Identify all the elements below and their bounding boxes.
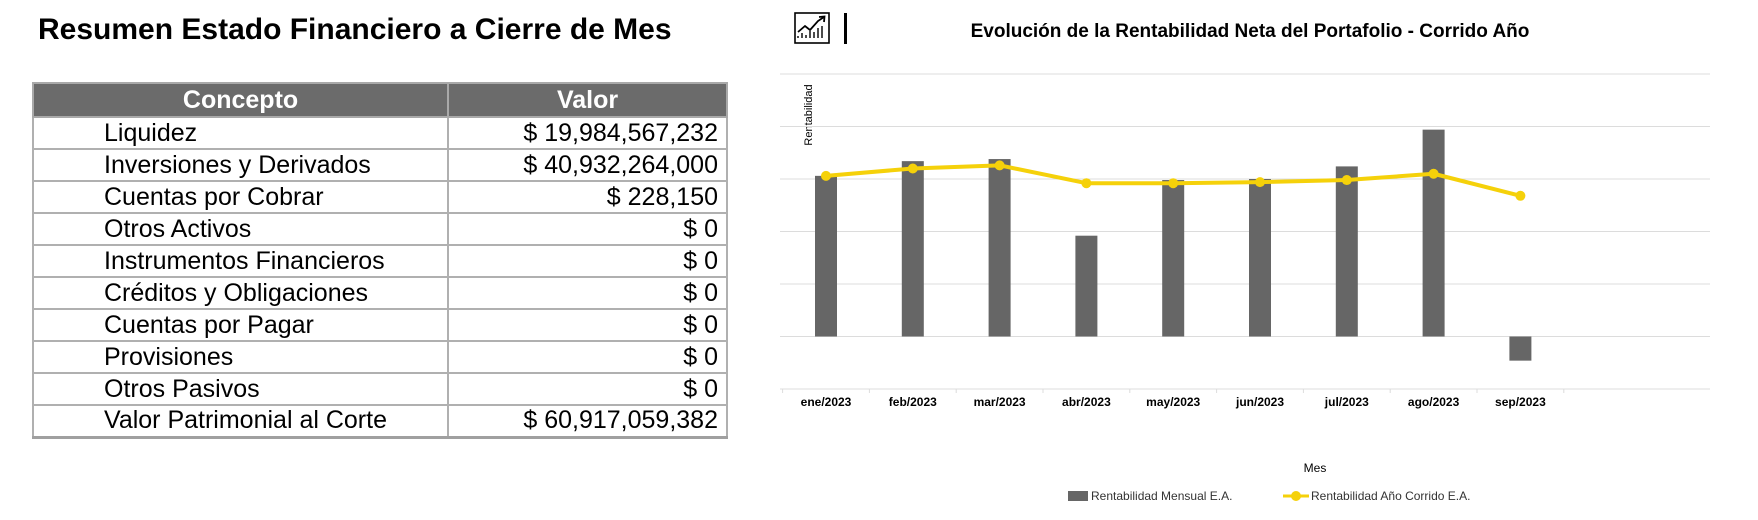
x-tick-label: jul/2023 [1324,395,1369,409]
row-value: $ 0 [447,372,728,406]
bar-ago/2023 [1422,129,1445,337]
table-row: Cuentas por Cobrar $ 228,150 [31,180,728,214]
line-point-feb/2023 [907,163,918,174]
x-tick-label: abr/2023 [1062,395,1111,409]
line-series [821,160,1526,201]
line-point-ene/2023 [821,170,831,181]
table-row: Inversiones y Derivados $ 40,932,264,000 [31,148,728,182]
column-header-concept: Concepto [31,82,450,118]
table-header-row: Concepto Valor [31,82,728,118]
line-point-mar/2023 [994,160,1005,171]
row-concept: Valor Patrimonial al Corte [31,404,450,439]
bar-jun/2023 [1249,179,1271,337]
column-header-value: Valor [447,82,728,118]
row-concept: Cuentas por Cobrar [31,180,450,214]
line-point-ago/2023 [1428,168,1439,179]
row-value: $ 228,150 [447,180,728,214]
row-concept: Otros Pasivos [31,372,450,406]
line-point-abr/2023 [1081,178,1092,189]
bar-abr/2023 [1075,235,1098,337]
row-concept: Otros Activos [31,212,450,246]
row-concept: Liquidez [31,116,450,150]
row-value: $ 0 [447,340,728,374]
x-tick-label: ene/2023 [801,395,852,409]
chart-legend: Rentabilidad Mensual E.A. Rentabilidad A… [1068,489,1470,503]
line-point-jul/2023 [1341,175,1352,186]
row-value: $ 0 [447,308,728,342]
bar-sep/2023 [1509,336,1532,361]
table-row: Créditos y Obligaciones $ 0 [31,276,728,310]
row-value: $ 60,917,059,382 [447,404,728,439]
table-row: Otros Pasivos $ 0 [31,372,728,406]
table-row-total: Valor Patrimonial al Corte $ 60,917,059,… [31,404,728,439]
table-row: Cuentas por Pagar $ 0 [31,308,728,342]
financial-summary-table: Concepto Valor Liquidez $ 19,984,567,232… [31,82,728,439]
row-concept: Cuentas por Pagar [31,308,450,342]
legend-label-bar: Rentabilidad Mensual E.A. [1091,489,1232,503]
y-axis-label: Rentabilidad [803,84,815,145]
bar-feb/2023 [901,161,924,337]
legend-swatch-bar [1068,491,1088,501]
row-value: $ 0 [447,276,728,310]
row-concept: Instrumentos Financieros [31,244,450,278]
line-point-may/2023 [1168,178,1179,189]
x-tick-label: ago/2023 [1408,395,1460,409]
row-value: $ 40,932,264,000 [447,148,728,182]
row-concept: Créditos y Obligaciones [31,276,450,310]
x-tick-label: jun/2023 [1235,395,1284,409]
row-concept: Inversiones y Derivados [31,148,450,182]
profitability-chart: Evolución de la Rentabilidad Neta del Po… [780,21,1710,503]
table-row: Provisiones $ 0 [31,340,728,374]
line-point-jun/2023 [1255,177,1265,188]
line-chart-icon [794,12,830,44]
chart-title: Evolución de la Rentabilidad Neta del Po… [971,21,1530,42]
bar-mar/2023 [988,159,1011,337]
bar-series [815,129,1532,361]
row-value: $ 0 [447,244,728,278]
legend-marker-line [1291,491,1301,501]
table-row: Otros Activos $ 0 [31,212,728,246]
chart-title-separator [844,13,847,44]
bar-jul/2023 [1335,166,1358,337]
line-point-sep/2023 [1515,190,1526,201]
x-tick-label: feb/2023 [889,395,937,409]
x-tick-label: may/2023 [1146,395,1200,409]
x-axis-ticks: ene/2023 feb/2023 mar/2023 abr/2023 may/2023… [782,389,1565,409]
x-tick-label: sep/2023 [1495,395,1546,409]
summary-title: Resumen Estado Financiero a Cierre de Me… [38,13,672,46]
grid-lines [780,73,1710,390]
legend-label-line: Rentabilidad Año Corrido E.A. [1311,489,1470,503]
row-value: $ 0 [447,212,728,246]
bar-may/2023 [1162,180,1185,337]
table-row: Instrumentos Financieros $ 0 [31,244,728,278]
x-axis-label: Mes [1304,461,1327,475]
table-row: Liquidez $ 19,984,567,232 [31,116,728,150]
bar-ene/2023 [815,175,837,337]
row-value: $ 19,984,567,232 [447,116,728,150]
row-concept: Provisiones [31,340,450,374]
x-tick-label: mar/2023 [974,395,1026,409]
